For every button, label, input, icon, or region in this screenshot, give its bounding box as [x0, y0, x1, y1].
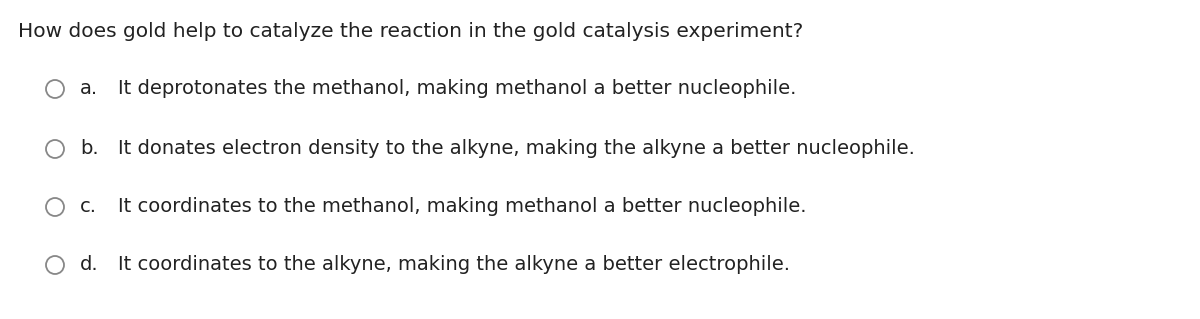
Text: d.: d. — [80, 256, 98, 275]
Text: a.: a. — [80, 79, 98, 99]
Ellipse shape — [46, 140, 64, 158]
Ellipse shape — [46, 256, 64, 274]
Text: b.: b. — [80, 139, 98, 159]
Ellipse shape — [46, 80, 64, 98]
Text: It coordinates to the methanol, making methanol a better nucleophile.: It coordinates to the methanol, making m… — [118, 197, 806, 217]
Text: It coordinates to the alkyne, making the alkyne a better electrophile.: It coordinates to the alkyne, making the… — [118, 256, 790, 275]
Text: It deprotonates the methanol, making methanol a better nucleophile.: It deprotonates the methanol, making met… — [118, 79, 797, 99]
Text: It donates electron density to the alkyne, making the alkyne a better nucleophil: It donates electron density to the alkyn… — [118, 139, 914, 159]
Text: c.: c. — [80, 197, 97, 217]
Text: How does gold help to catalyze the reaction in the gold catalysis experiment?: How does gold help to catalyze the react… — [18, 22, 803, 41]
Ellipse shape — [46, 198, 64, 216]
